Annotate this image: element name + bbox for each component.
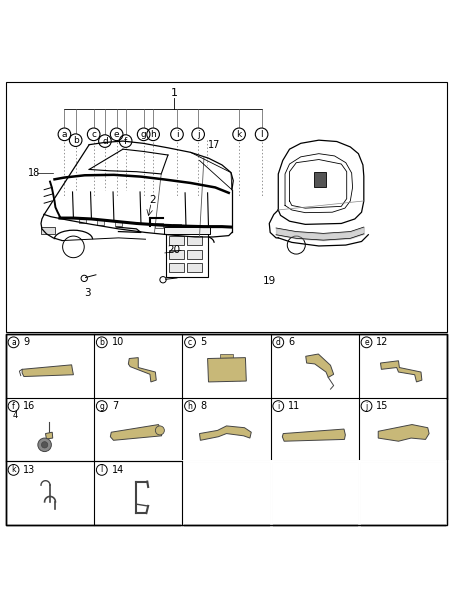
Text: 10: 10 bbox=[112, 337, 124, 347]
Text: e: e bbox=[364, 338, 369, 347]
Text: f: f bbox=[124, 136, 127, 146]
Polygon shape bbox=[45, 432, 53, 439]
FancyBboxPatch shape bbox=[220, 354, 233, 359]
Text: c: c bbox=[188, 338, 192, 347]
Text: k: k bbox=[11, 465, 16, 474]
Text: 12: 12 bbox=[376, 337, 389, 347]
Polygon shape bbox=[306, 354, 334, 378]
Text: 9: 9 bbox=[24, 337, 29, 347]
Text: i: i bbox=[176, 130, 178, 139]
Bar bbox=[79, 219, 86, 223]
FancyBboxPatch shape bbox=[6, 82, 447, 331]
Text: 16: 16 bbox=[24, 401, 36, 411]
Text: g: g bbox=[99, 401, 104, 410]
Text: d: d bbox=[102, 136, 108, 146]
Text: 14: 14 bbox=[112, 465, 124, 475]
Text: l: l bbox=[260, 130, 263, 139]
Text: j: j bbox=[197, 130, 199, 139]
FancyBboxPatch shape bbox=[314, 172, 326, 186]
FancyBboxPatch shape bbox=[188, 236, 202, 245]
Text: 20: 20 bbox=[167, 245, 180, 255]
Bar bbox=[173, 224, 181, 228]
Polygon shape bbox=[378, 424, 429, 441]
Text: 11: 11 bbox=[288, 401, 300, 411]
Text: 5: 5 bbox=[200, 337, 206, 347]
Text: 6: 6 bbox=[288, 337, 294, 347]
Text: d: d bbox=[276, 338, 281, 347]
Text: 18: 18 bbox=[29, 168, 41, 178]
Text: i: i bbox=[277, 401, 280, 410]
Text: b: b bbox=[73, 136, 78, 145]
Text: c: c bbox=[91, 130, 96, 139]
Text: f: f bbox=[12, 401, 15, 410]
FancyBboxPatch shape bbox=[6, 334, 447, 525]
Text: k: k bbox=[236, 130, 242, 139]
Text: l: l bbox=[101, 465, 103, 474]
Text: a: a bbox=[62, 130, 67, 139]
Text: 15: 15 bbox=[376, 401, 389, 411]
Text: 7: 7 bbox=[112, 401, 118, 411]
Polygon shape bbox=[207, 357, 246, 382]
Bar bbox=[155, 223, 163, 228]
Polygon shape bbox=[111, 424, 162, 440]
FancyBboxPatch shape bbox=[166, 230, 208, 276]
Polygon shape bbox=[282, 429, 345, 441]
Text: g: g bbox=[141, 130, 146, 139]
FancyBboxPatch shape bbox=[41, 227, 55, 234]
Text: h: h bbox=[188, 401, 193, 410]
Bar bbox=[97, 220, 104, 225]
FancyBboxPatch shape bbox=[164, 227, 210, 234]
Text: 19: 19 bbox=[263, 276, 276, 286]
Text: j: j bbox=[366, 401, 368, 410]
FancyBboxPatch shape bbox=[169, 263, 184, 272]
Text: 1: 1 bbox=[171, 88, 178, 98]
Text: 8: 8 bbox=[200, 401, 206, 411]
Polygon shape bbox=[199, 426, 251, 440]
FancyBboxPatch shape bbox=[169, 250, 184, 259]
Text: 3: 3 bbox=[85, 288, 91, 298]
Text: a: a bbox=[11, 338, 16, 347]
Bar bbox=[115, 221, 122, 226]
Text: h: h bbox=[150, 130, 156, 139]
Circle shape bbox=[42, 442, 48, 448]
FancyBboxPatch shape bbox=[169, 236, 184, 245]
Text: 2: 2 bbox=[149, 195, 156, 205]
FancyBboxPatch shape bbox=[188, 250, 202, 259]
Circle shape bbox=[38, 438, 51, 451]
Polygon shape bbox=[128, 357, 156, 382]
Text: e: e bbox=[114, 130, 120, 139]
Text: 13: 13 bbox=[24, 465, 36, 475]
Text: 4: 4 bbox=[12, 411, 18, 420]
Text: 17: 17 bbox=[207, 139, 220, 150]
Circle shape bbox=[155, 426, 164, 435]
Text: b: b bbox=[99, 338, 104, 347]
Polygon shape bbox=[22, 365, 73, 376]
FancyBboxPatch shape bbox=[188, 263, 202, 272]
Polygon shape bbox=[381, 361, 422, 382]
